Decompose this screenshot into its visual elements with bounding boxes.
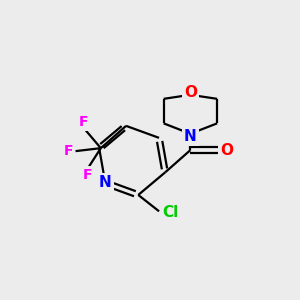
Text: F: F	[83, 169, 92, 182]
Text: Cl: Cl	[162, 205, 178, 220]
Text: N: N	[99, 176, 112, 190]
Text: O: O	[184, 85, 197, 100]
Text: O: O	[220, 142, 233, 158]
Text: F: F	[63, 144, 73, 158]
Text: F: F	[79, 115, 88, 129]
Text: N: N	[184, 129, 197, 144]
